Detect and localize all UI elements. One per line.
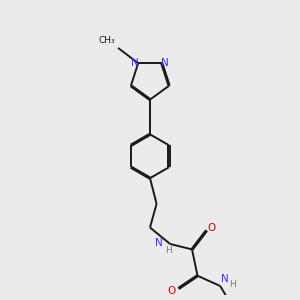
Text: CH₃: CH₃ [98,36,115,45]
Text: H: H [165,246,172,255]
Text: N: N [161,58,169,68]
Text: O: O [208,223,216,232]
Text: N: N [154,238,162,248]
Text: H: H [230,280,236,289]
Text: N: N [221,274,228,284]
Text: N: N [131,58,139,68]
Text: O: O [168,286,176,296]
